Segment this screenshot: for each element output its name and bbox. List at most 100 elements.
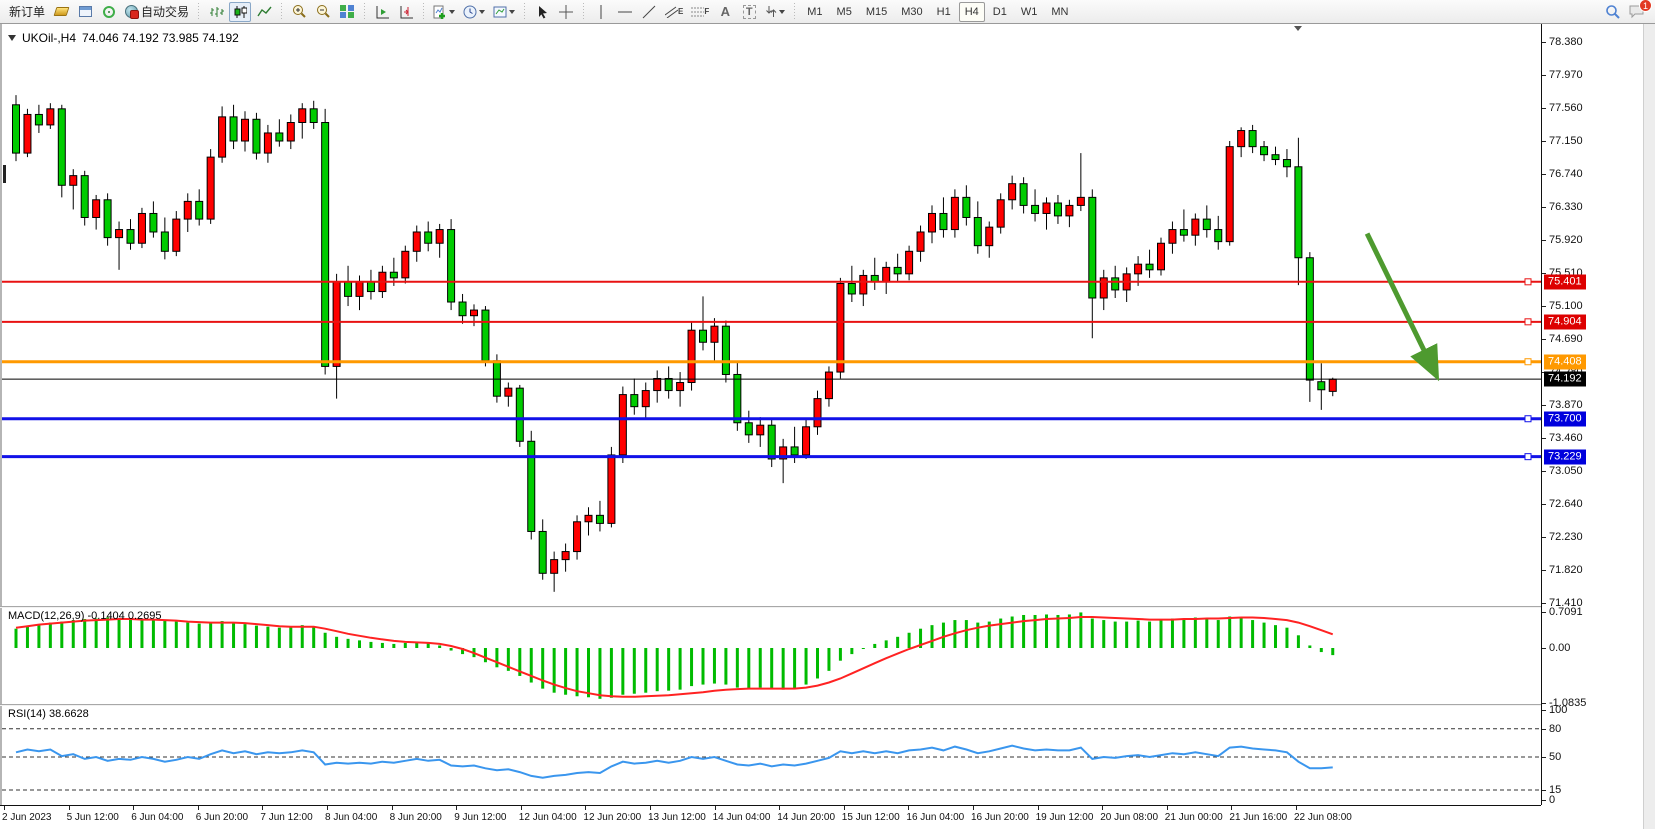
- vertical-line-tool-button[interactable]: [590, 2, 612, 22]
- macd-axis-label: 0.7091: [1549, 605, 1583, 618]
- clock-icon: [463, 5, 477, 18]
- timeframe-button-w1[interactable]: W1: [1020, 5, 1038, 18]
- bar-chart-mode-button[interactable]: [205, 2, 227, 22]
- price-tick-label: 75.920: [1549, 234, 1583, 247]
- trendline-tool-button[interactable]: [638, 2, 660, 22]
- timeframe-button-m30[interactable]: M30: [901, 5, 923, 18]
- trendline-icon: [642, 5, 656, 18]
- timeframe-button-m1[interactable]: M1: [807, 5, 823, 18]
- time-tick-label: 19 Jun 12:00: [1035, 812, 1094, 823]
- timeframe-button-m5[interactable]: M5: [836, 5, 852, 18]
- price-tick: [1542, 207, 1546, 209]
- text-tool-button[interactable]: A: [714, 2, 736, 22]
- timeframe-button-d1[interactable]: D1: [992, 5, 1007, 18]
- timeframe-button-m15[interactable]: M15: [865, 5, 888, 18]
- indicators-button[interactable]: [430, 2, 458, 22]
- toolbar-separator: [362, 2, 368, 21]
- candlestick-mode-button[interactable]: [229, 1, 252, 22]
- cursor-icon: [538, 5, 547, 18]
- one-click-trading-arrow-icon[interactable]: [8, 35, 16, 41]
- price-axis[interactable]: 78.380 77.970 77.560 77.150 76.740 76.330 75.9…: [1541, 24, 1643, 806]
- navigator-button[interactable]: [98, 2, 120, 22]
- radar-icon: [103, 5, 116, 18]
- toolbar-separator: [792, 2, 798, 21]
- time-tick: [456, 806, 458, 810]
- price-tick: [1542, 108, 1546, 109]
- new-order-button[interactable]: 新订单: [3, 2, 48, 22]
- auto-trading-button[interactable]: 自动交易: [122, 2, 192, 22]
- timeframe-button-h1[interactable]: H1: [936, 5, 951, 18]
- price-tick-label: 74.690: [1549, 333, 1583, 346]
- auto-scroll-button[interactable]: [371, 2, 393, 22]
- macd-axis-label: -1.0835: [1549, 697, 1587, 710]
- timeframe-button-mn[interactable]: MN: [1051, 5, 1069, 18]
- horizontal-line-icon: [618, 11, 633, 12]
- template-icon: [493, 6, 507, 17]
- fibonacci-tool-button[interactable]: F: [688, 2, 712, 22]
- time-tick-label: 16 Jun 04:00: [906, 812, 965, 823]
- dropdown-caret-icon: [509, 9, 516, 14]
- crosshair-tool-button[interactable]: [555, 2, 577, 22]
- price-tick: [1542, 306, 1546, 308]
- market-watch-button[interactable]: [50, 2, 72, 22]
- bar-chart-icon: [209, 6, 224, 17]
- channel-glyph: E: [678, 7, 684, 16]
- price-tick: [1542, 273, 1546, 275]
- price-tick: [1542, 438, 1546, 440]
- notifications-button[interactable]: 1: [1626, 0, 1652, 22]
- gold-bar-icon: [53, 7, 69, 16]
- pane-separator[interactable]: [0, 606, 1655, 608]
- main-chart-canvas[interactable]: [2, 28, 1541, 606]
- rsi-indicator-label: RSI(14) 38.6628: [8, 708, 89, 720]
- rsi-axis-label: 80: [1549, 722, 1562, 735]
- time-tick-label: 7 Jun 12:00: [260, 812, 313, 823]
- chart-shift-button[interactable]: [395, 2, 417, 22]
- level-price-badge: 74.904: [1544, 314, 1586, 330]
- rsi-axis-tick: [1542, 728, 1546, 730]
- horizontal-line-tool-button[interactable]: [614, 2, 636, 22]
- window-icon: [78, 6, 92, 17]
- level-price-badge: 75.401: [1544, 274, 1586, 290]
- time-tick-label: 8 Jun 20:00: [389, 812, 442, 823]
- periods-button[interactable]: [460, 2, 488, 22]
- search-icon: [1606, 4, 1620, 19]
- chart-shift-icon: [400, 5, 413, 18]
- line-chart-mode-button[interactable]: [253, 2, 275, 22]
- macd-axis-label: 0.00: [1549, 642, 1571, 654]
- time-tick-label: 5 Jun 12:00: [66, 812, 119, 823]
- label-tool-glyph: T: [742, 4, 756, 19]
- time-axis[interactable]: 2 Jun 2023 5 Jun 12:00 6 Jun 04:00 6 Jun 20…: [0, 805, 1541, 829]
- zoom-out-button[interactable]: [312, 2, 334, 22]
- time-tick-label: 14 Jun 20:00: [777, 812, 836, 823]
- rsi-axis-label: 50: [1549, 751, 1562, 763]
- macd-pane-canvas[interactable]: [2, 608, 1541, 704]
- main-toolbar: 新订单 自动交易: [0, 0, 1655, 24]
- price-tick-label: 78.380: [1549, 36, 1583, 48]
- time-tick: [585, 806, 587, 810]
- price-tick: [1542, 603, 1546, 605]
- fibonacci-glyph: F: [704, 7, 710, 16]
- time-tick-label: 8 Jun 04:00: [325, 812, 378, 823]
- search-button[interactable]: [1602, 2, 1624, 22]
- cursor-tool-button[interactable]: [531, 2, 553, 22]
- auto-trading-icon: [125, 5, 140, 19]
- rsi-pane-canvas[interactable]: [2, 706, 1541, 805]
- data-window-button[interactable]: [74, 2, 96, 22]
- zoom-in-button[interactable]: [288, 2, 310, 22]
- pane-separator[interactable]: [0, 704, 1655, 706]
- chart-shift-marker-icon[interactable]: [1294, 26, 1302, 31]
- time-tick: [68, 806, 70, 810]
- time-tick: [391, 806, 393, 810]
- time-tick: [1037, 806, 1039, 810]
- rsi-axis-label: 15: [1549, 784, 1562, 796]
- time-tick: [1296, 806, 1297, 810]
- channel-tool-button[interactable]: E: [662, 2, 686, 22]
- rsi-axis-tick: [1542, 790, 1546, 791]
- timeframe-button-h4[interactable]: H4: [958, 1, 985, 22]
- tile-windows-button[interactable]: [336, 2, 358, 22]
- label-tool-button[interactable]: T: [738, 2, 760, 22]
- templates-button[interactable]: [490, 2, 518, 22]
- shapes-dropdown-button[interactable]: [762, 2, 788, 22]
- price-tick-label: 73.870: [1549, 399, 1583, 412]
- time-tick: [197, 806, 199, 810]
